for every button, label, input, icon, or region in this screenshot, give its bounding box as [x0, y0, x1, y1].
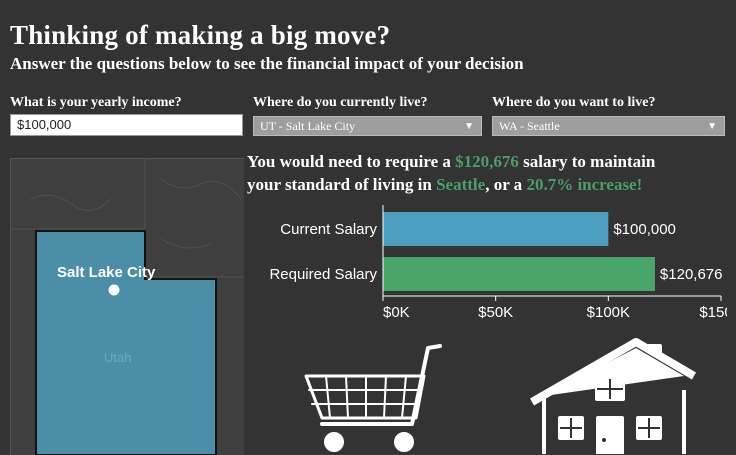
bar-category-label: Required Salary: [269, 266, 377, 283]
result-text: salary to maintain: [523, 152, 656, 171]
map-canvas: Salt Lake City Utah: [11, 159, 244, 455]
result-text: , or a: [485, 175, 523, 194]
income-question-label: What is your yearly income?: [10, 95, 182, 110]
x-axis-tick-label: $50K: [478, 304, 513, 321]
page-subtitle: Answer the questions below to see the fi…: [10, 54, 524, 73]
state-label: Utah: [104, 350, 131, 365]
dropdown-arrow-icon: ▼: [464, 121, 474, 132]
increase-percent: 20.7% increase!: [526, 175, 643, 194]
income-input[interactable]: $100,000: [10, 114, 243, 136]
bar-value-label: $100,000: [613, 221, 676, 238]
target-location-value: WA - Seattle: [499, 119, 560, 133]
icon-row: [304, 338, 697, 454]
target-city-name: Seattle: [436, 175, 486, 194]
dropdown-arrow-icon: ▼: [707, 121, 717, 132]
bar-value-label: $120,676: [660, 266, 723, 283]
result-text: your standard of living in: [247, 175, 432, 194]
city-marker[interactable]: [108, 284, 120, 296]
current-location-label: Where do you currently live?: [253, 95, 428, 110]
salary-bar: [383, 212, 609, 246]
current-location-value: UT - Salt Lake City: [260, 119, 356, 133]
state-map[interactable]: Salt Lake City Utah: [10, 158, 244, 455]
city-label: Salt Lake City: [57, 264, 156, 281]
x-axis-tick-label: $150K: [699, 304, 727, 321]
target-location-label: Where do you want to live?: [492, 95, 656, 110]
current-location-dropdown[interactable]: UT - Salt Lake City ▼: [253, 116, 482, 136]
x-axis-tick-label: $0K: [383, 304, 410, 321]
x-axis-tick-label: $100K: [587, 304, 630, 321]
salary-bar-chart: Current Salary $100,000 Required Salary $12…: [269, 205, 727, 321]
required-salary-value: $120,676: [455, 152, 519, 171]
shopping-cart-icon: [304, 344, 442, 452]
utah-state-shape[interactable]: [35, 230, 217, 455]
house-icon: [530, 338, 697, 454]
page-title: Thinking of making a big move?: [10, 20, 391, 50]
bar-category-label: Current Salary: [280, 221, 377, 238]
result-statement: You would need to require a $120,676 sal…: [247, 150, 727, 196]
result-text: You would need to require a: [247, 152, 451, 171]
salary-bar: [383, 257, 655, 291]
target-location-dropdown[interactable]: WA - Seattle ▼: [492, 116, 725, 136]
